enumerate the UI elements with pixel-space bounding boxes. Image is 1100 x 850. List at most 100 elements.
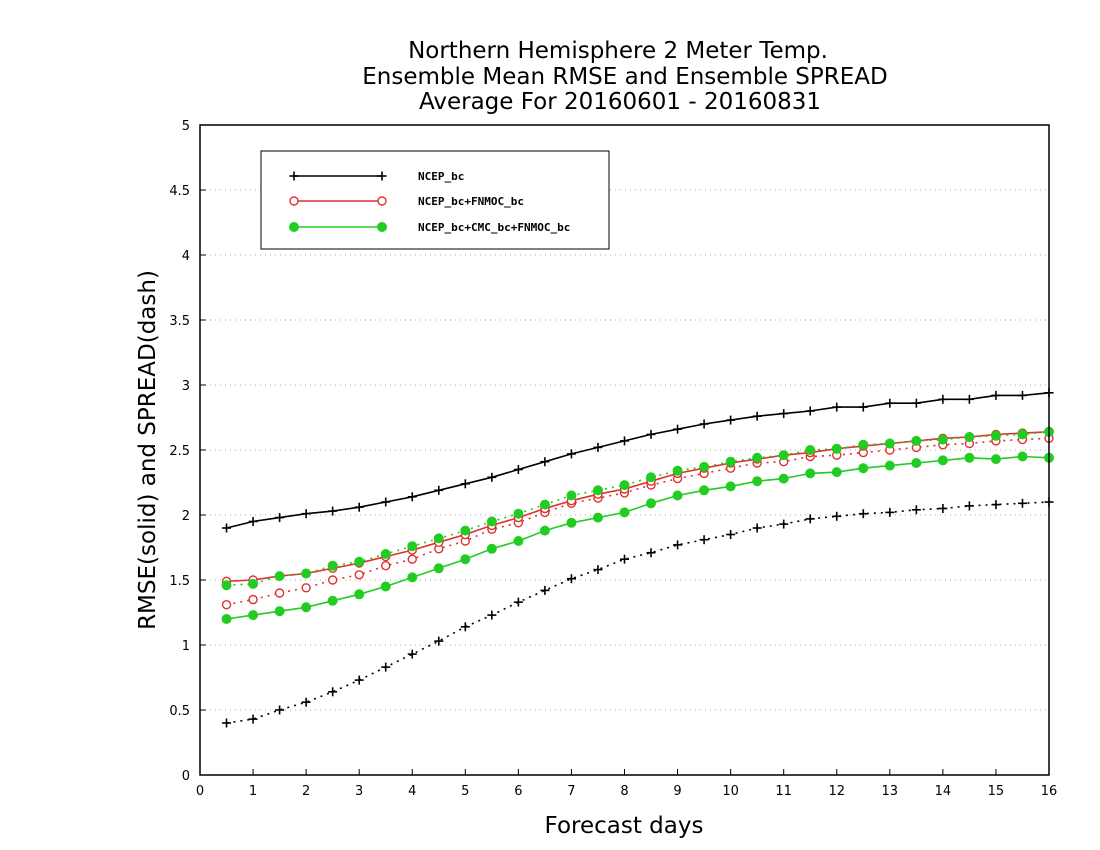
x-tick-label: 16	[1041, 784, 1058, 799]
data-point	[221, 600, 232, 610]
data-point	[377, 222, 387, 232]
legend-box	[260, 150, 610, 250]
y-tick-label: 2.5	[169, 444, 190, 459]
x-tick-label: 3	[355, 784, 363, 799]
series-3	[221, 426, 1054, 624]
data-point	[354, 556, 365, 567]
data-point	[725, 481, 736, 492]
x-axis: 0 1 2 3 4 5 6 7 8 9 10 11 12 13 14 15 16	[196, 769, 1057, 799]
data-point	[248, 594, 258, 605]
data-point	[289, 196, 299, 206]
data-point	[1017, 429, 1028, 440]
rmse-line	[226, 431, 1050, 583]
data-point	[380, 549, 391, 559]
legend-entry-2: NCEP_bc+FNMOC_bc	[289, 195, 524, 208]
spread-line	[226, 501, 1050, 724]
chart-title-line-1: Northern Hemisphere 2 Meter Temp.	[408, 38, 828, 64]
data-point	[433, 533, 444, 544]
legend-entry-1: NCEP_bc	[289, 170, 464, 183]
data-point	[805, 445, 816, 455]
data-point	[377, 196, 387, 206]
data-point	[964, 432, 975, 442]
legend-entry-3: NCEP_bc+CMC_bc+FNMOC_bc	[289, 221, 570, 234]
x-tick-label: 14	[935, 784, 952, 799]
data-point	[858, 439, 869, 450]
data-point	[592, 512, 603, 523]
x-tick-label: 8	[620, 784, 628, 799]
x-tick-label: 9	[673, 784, 681, 799]
data-point	[486, 543, 497, 554]
data-point	[248, 610, 259, 621]
data-point	[221, 614, 232, 624]
data-point	[911, 435, 922, 446]
data-point	[725, 456, 736, 467]
y-tick-label: 1.5	[169, 574, 190, 589]
y-tick-label: 5	[182, 119, 190, 134]
data-point	[752, 452, 763, 463]
data-point	[327, 560, 338, 571]
data-point	[460, 554, 471, 565]
legend-label: NCEP_bc+CMC_bc+FNMOC_bc	[418, 221, 570, 234]
x-tick-label: 1	[249, 784, 257, 799]
y-tick-label: 4	[182, 249, 190, 264]
y-tick-label: 0	[182, 769, 190, 784]
data-point	[858, 463, 869, 474]
x-tick-label: 5	[461, 784, 469, 799]
data-point	[566, 490, 577, 501]
y-tick-label: 1	[182, 639, 190, 654]
data-point	[380, 581, 391, 592]
data-point	[354, 589, 365, 600]
x-tick-label: 15	[988, 784, 1005, 799]
data-point	[964, 452, 975, 463]
data-point	[646, 472, 657, 483]
data-point	[884, 438, 895, 449]
data-point	[301, 583, 311, 593]
data-point	[990, 454, 1001, 465]
data-point	[990, 430, 1001, 441]
y-tick-label: 3	[182, 379, 190, 394]
y-tick-label: 0.5	[169, 704, 190, 719]
data-point	[460, 525, 471, 536]
x-tick-label: 10	[722, 784, 739, 799]
data-point	[566, 517, 577, 528]
data-point	[486, 516, 497, 527]
data-point	[805, 468, 816, 479]
data-point	[884, 460, 895, 471]
x-tick-label: 12	[828, 784, 845, 799]
x-tick-label: 11	[775, 784, 792, 799]
data-point	[672, 490, 683, 501]
data-point	[289, 222, 299, 232]
series-2	[221, 427, 1054, 610]
data-point	[301, 602, 312, 613]
data-point	[248, 578, 259, 589]
data-point	[911, 458, 922, 468]
data-point	[407, 554, 417, 564]
data-point	[937, 455, 948, 466]
data-point	[778, 450, 789, 461]
data-point	[831, 467, 842, 478]
data-point	[274, 571, 285, 582]
x-tick-label: 7	[567, 784, 575, 799]
y-tick-label: 2	[182, 509, 190, 524]
chart-title-line-3: Average For 20160601 - 20160831	[419, 89, 821, 115]
series-layer	[221, 388, 1054, 728]
x-tick-label: 2	[302, 784, 310, 799]
chart-title-line-2: Ensemble Mean RMSE and Ensemble SPREAD	[362, 64, 887, 90]
data-point	[274, 606, 285, 617]
data-point	[407, 572, 418, 583]
data-point	[327, 595, 338, 606]
data-point	[592, 485, 603, 496]
data-point	[381, 561, 391, 571]
x-tick-label: 13	[882, 784, 899, 799]
data-point	[433, 563, 444, 574]
data-point	[619, 507, 630, 518]
data-point	[513, 536, 524, 546]
data-point	[1017, 451, 1028, 462]
series-1	[222, 388, 1054, 728]
legend: NCEP_bc NCEP_bc+FNMOC_bc NCEP_bc+CMC_bc+FN…	[260, 150, 610, 250]
data-point	[301, 568, 312, 579]
legend-label: NCEP_bc	[418, 170, 464, 183]
data-point	[274, 588, 285, 598]
y-tick-label: 3.5	[169, 314, 190, 329]
